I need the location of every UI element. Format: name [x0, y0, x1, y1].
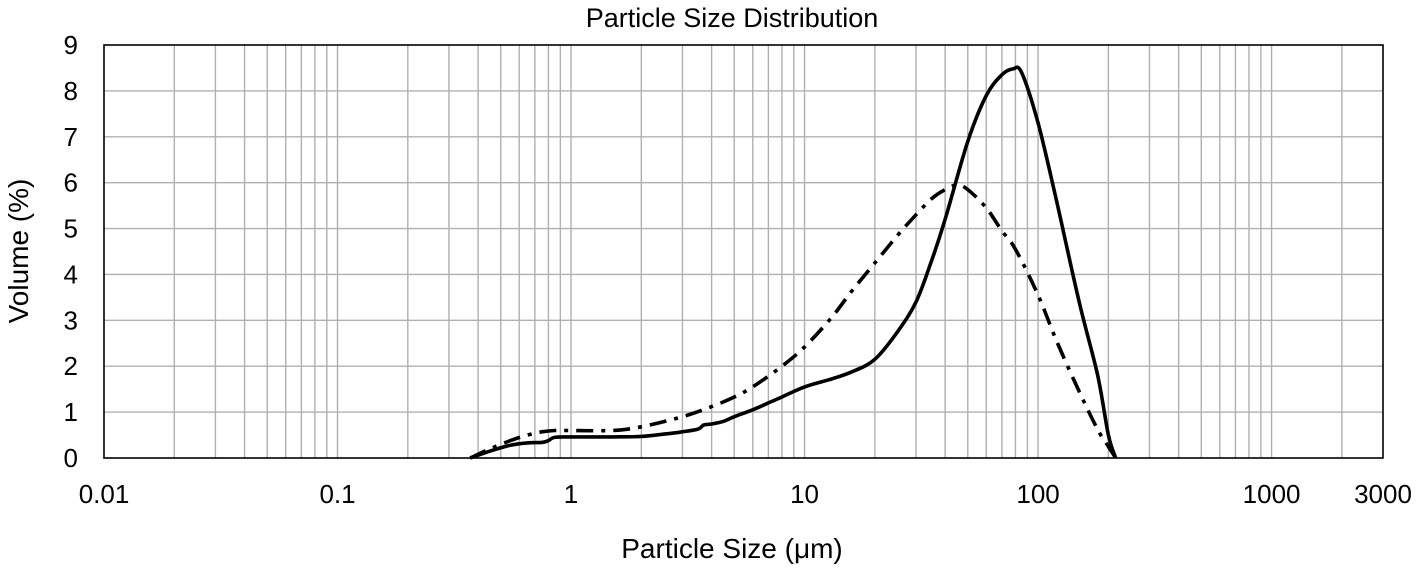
y-tick-label: 3 [64, 305, 78, 335]
y-axis-label: Volume (%) [3, 179, 34, 324]
series-line-dash-dot [469, 183, 1118, 460]
y-tick-label: 8 [64, 76, 78, 106]
y-tick-label: 0 [64, 443, 78, 473]
x-axis-label: Particle Size (μm) [621, 533, 843, 564]
plot-frame [103, 44, 1384, 459]
series-lines [469, 65, 1118, 460]
x-tick-label: 100 [1016, 479, 1059, 509]
series-line-solid [469, 65, 1118, 460]
x-tick-label: 1 [564, 479, 578, 509]
x-tick-labels: 0.01 0.1 1 10 100 1000 3000 [79, 479, 1412, 509]
y-tick-label: 9 [64, 30, 78, 60]
y-tick-label: 5 [64, 214, 78, 244]
x-tick-label: 3000 [1354, 479, 1412, 509]
chart-title: Particle Size Distribution [586, 3, 879, 33]
y-tick-label: 6 [64, 168, 78, 198]
x-tick-label: 10 [790, 479, 819, 509]
y-tick-labels: 0 1 2 3 4 5 6 7 8 9 [64, 30, 78, 473]
x-tick-label: 1000 [1243, 479, 1301, 509]
y-tick-label: 2 [64, 351, 78, 381]
y-tick-label: 4 [64, 259, 78, 289]
x-tick-label: 0.1 [319, 479, 355, 509]
y-tick-label: 1 [64, 397, 78, 427]
y-tick-label: 7 [64, 122, 78, 152]
grid-lines [104, 45, 1383, 458]
x-tick-label: 0.01 [79, 479, 130, 509]
